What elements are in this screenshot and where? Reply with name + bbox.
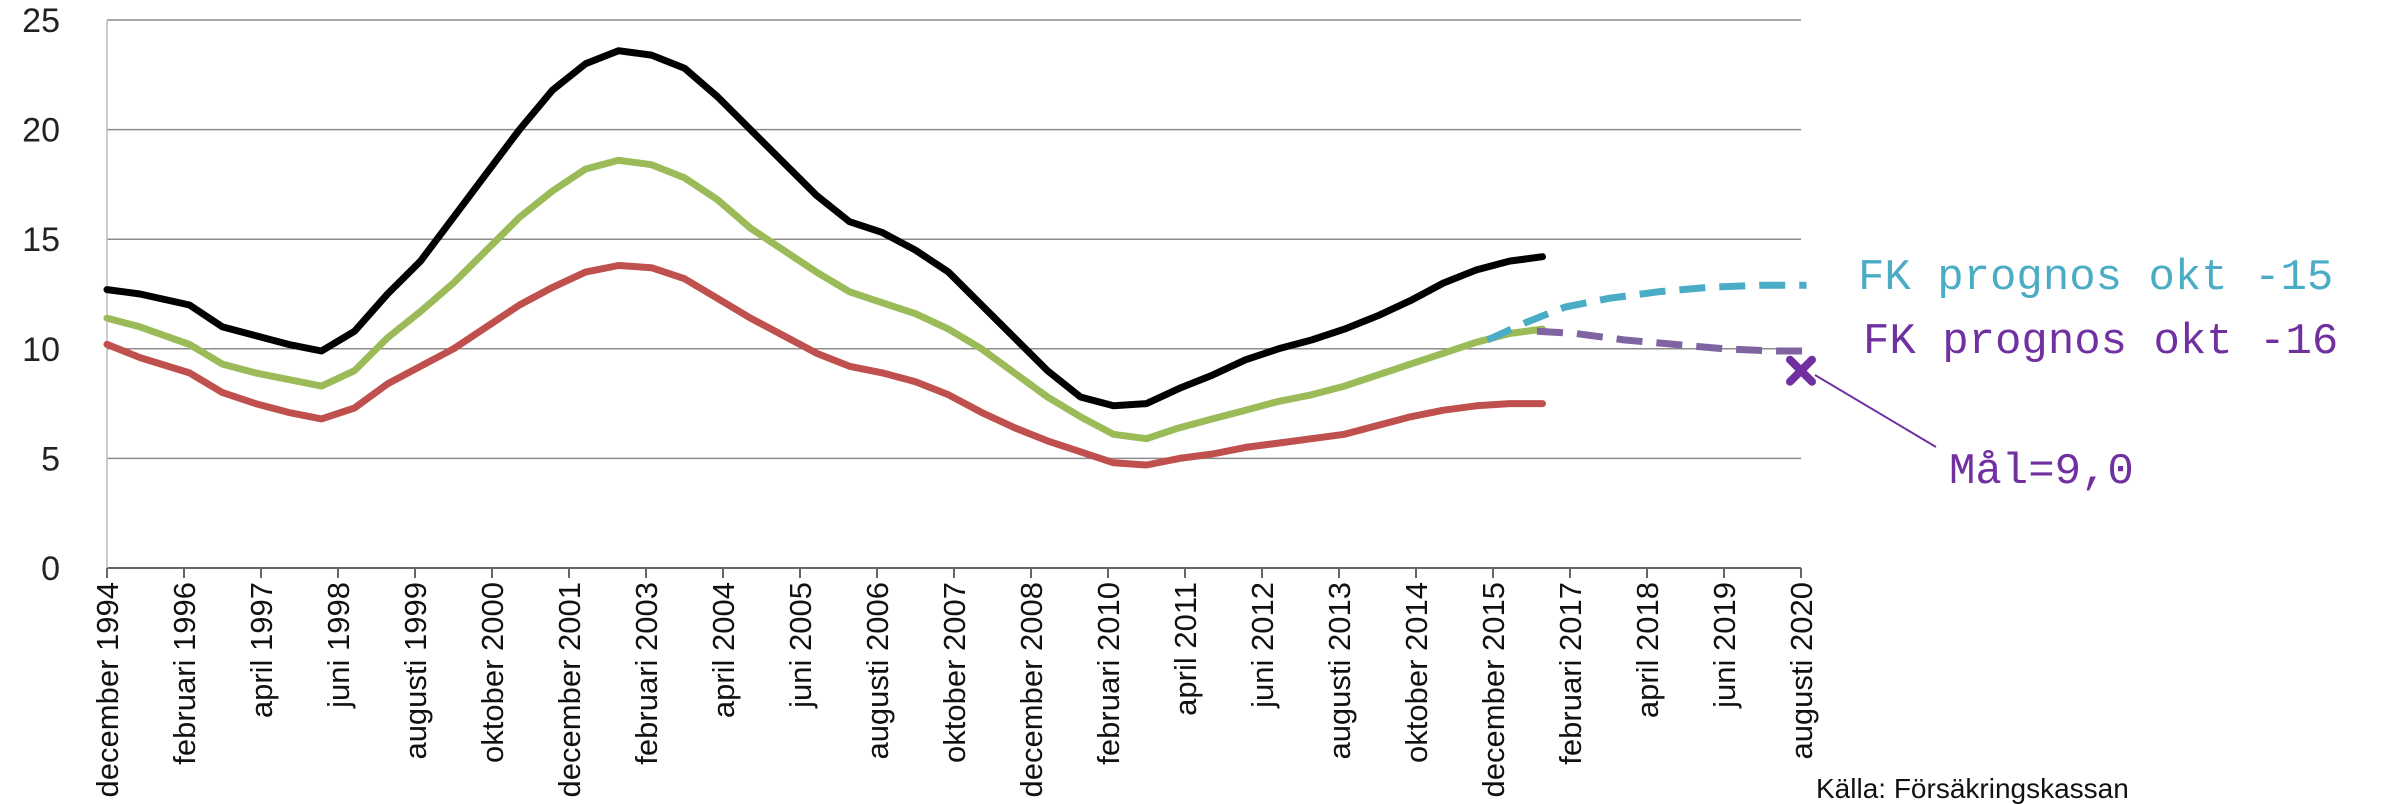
target-label: Mål=9,0 xyxy=(1949,447,2134,497)
x-tick-label: februari 2017 xyxy=(1553,582,1588,765)
x-tick-label: oktober 2007 xyxy=(937,582,972,763)
x-tick-label: juni 2019 xyxy=(1707,582,1742,709)
x-tick-label: februari 1996 xyxy=(167,582,202,765)
x-tick-label: juni 2012 xyxy=(1245,582,1280,709)
x-tick-label: juni 2005 xyxy=(783,582,818,709)
x-tick-label: april 2018 xyxy=(1630,582,1665,718)
target-x-stroke-b xyxy=(1786,355,1816,386)
target-leader-line xyxy=(1814,374,1937,448)
y-tick-label: 0 xyxy=(41,550,60,588)
gridlines xyxy=(107,19,1801,460)
x-tick-label: augusti 2013 xyxy=(1322,582,1357,760)
fk15-label: FK prognos okt -15 xyxy=(1858,253,2333,303)
y-tick-label: 20 xyxy=(22,112,60,150)
x-tick-label: april 2011 xyxy=(1168,582,1203,716)
y-tick-label: 25 xyxy=(22,2,60,40)
y-tick-label: 15 xyxy=(22,221,60,259)
x-tick-label: april 1997 xyxy=(244,582,279,718)
x-tick-label: augusti 1999 xyxy=(398,582,433,760)
x-tick-label: februari 2003 xyxy=(629,582,664,765)
x-tick-label: augusti 2006 xyxy=(860,582,895,760)
x-tick-label: oktober 2000 xyxy=(475,582,510,763)
series-line-2 xyxy=(103,262,1546,469)
y-axis-ticks: 0 5 10 15 20 25 xyxy=(22,2,60,588)
series-line-4 xyxy=(1536,327,1807,355)
x-tick-label: april 2004 xyxy=(706,582,741,718)
y-tick-label: 5 xyxy=(41,440,60,478)
x-tick-label: december 1994 xyxy=(90,582,125,797)
series-lines xyxy=(103,47,1807,469)
x-axis xyxy=(106,20,1801,569)
y-tick-label: 10 xyxy=(22,331,60,369)
x-tick-label: december 2015 xyxy=(1476,582,1511,797)
series-line-3 xyxy=(1486,281,1807,344)
x-tick-label: oktober 2014 xyxy=(1399,582,1434,763)
fk16-label: FK prognos okt -16 xyxy=(1863,317,2338,367)
x-axis-ticks: december 1994 februari 1996 april 1997 juni… xyxy=(90,568,1819,797)
x-tick-label: juni 1998 xyxy=(321,582,356,709)
source-label: Källa: Försäkringskassan xyxy=(1816,773,2129,804)
target-marker xyxy=(1786,355,1816,386)
series-line-1 xyxy=(103,156,1546,443)
x-tick-label: december 2001 xyxy=(552,582,587,797)
x-tick-label: augusti 2020 xyxy=(1784,582,1819,760)
series-line-0 xyxy=(103,47,1546,410)
x-tick-label: februari 2010 xyxy=(1091,582,1126,765)
x-tick-label: december 2008 xyxy=(1014,582,1049,797)
